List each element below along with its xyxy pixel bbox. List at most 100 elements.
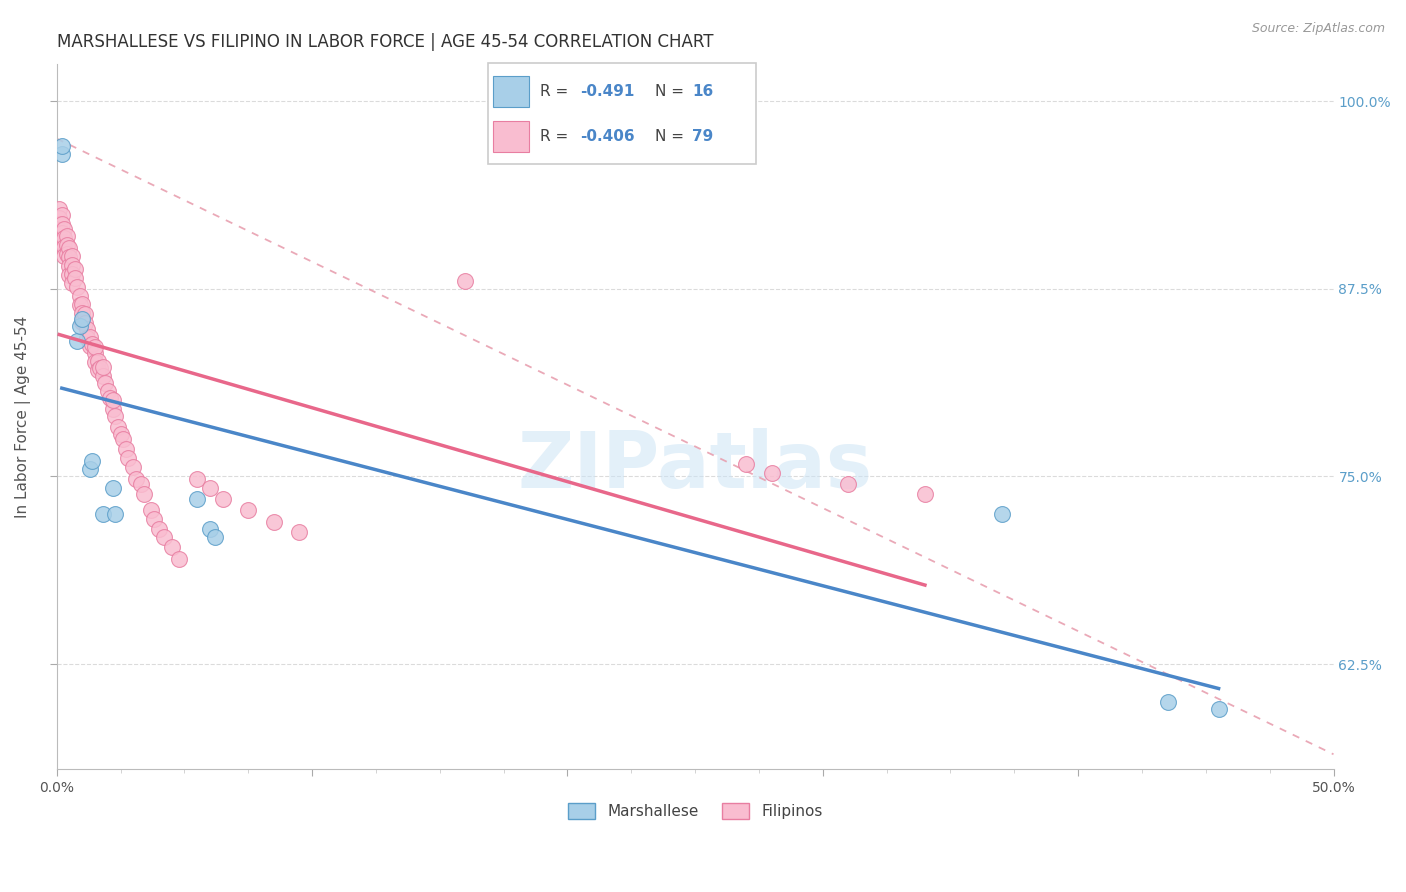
Point (204, 530, 226, 544)
Point (53, 249, 76, 263)
Point (98, 392, 121, 406)
Text: N =: N = (655, 84, 689, 99)
Point (186, 473, 208, 487)
Point (51, 235, 73, 250)
Point (48, 211, 70, 226)
Point (79, 462, 101, 476)
Point (114, 442, 136, 457)
Point (454, 274, 477, 288)
Text: Source: ZipAtlas.com: Source: ZipAtlas.com (1251, 22, 1385, 36)
Point (117, 451, 139, 466)
Point (69, 298, 91, 312)
Bar (494, 76, 529, 106)
Point (104, 409, 127, 424)
Point (1156, 695, 1178, 709)
Point (122, 460, 145, 475)
Bar (494, 121, 529, 152)
Point (1208, 702, 1230, 716)
Point (148, 522, 170, 536)
Point (66, 280, 89, 294)
Point (63, 262, 86, 277)
Point (735, 458, 758, 472)
Point (198, 482, 221, 496)
Point (186, 491, 208, 506)
Point (86, 354, 108, 368)
Point (73, 307, 96, 321)
Text: MARSHALLESE VS FILIPINO IN LABOR FORCE | AGE 45-54 CORRELATION CHART: MARSHALLESE VS FILIPINO IN LABOR FORCE |… (56, 33, 713, 51)
Text: N =: N = (655, 128, 689, 144)
Legend: Marshallese, Filipinos: Marshallese, Filipinos (561, 797, 828, 825)
Point (53, 240, 76, 254)
Point (79, 339, 101, 353)
Point (238, 502, 260, 516)
Point (112, 432, 135, 446)
Text: R =: R = (540, 128, 574, 144)
Point (153, 530, 176, 544)
Point (73, 316, 96, 330)
Point (58, 259, 80, 273)
Point (56, 229, 79, 244)
Text: 16: 16 (692, 84, 713, 99)
Point (48, 235, 70, 250)
Point (58, 250, 80, 264)
Point (94, 376, 117, 391)
Point (51, 226, 73, 240)
Point (63, 271, 86, 285)
Point (914, 487, 936, 501)
Text: -0.406: -0.406 (579, 128, 634, 144)
Point (51, 146, 73, 161)
Point (69, 319, 91, 334)
Point (169, 552, 191, 566)
Point (101, 392, 124, 407)
Point (51, 217, 73, 231)
Point (86, 363, 108, 377)
Point (58, 268, 80, 283)
Point (60, 258, 83, 272)
Point (56, 247, 79, 261)
Point (91, 507, 114, 521)
Point (84, 346, 107, 360)
Point (60, 267, 83, 281)
Point (70, 315, 93, 329)
Point (82, 454, 104, 468)
Point (53, 230, 76, 244)
Point (51, 139, 73, 153)
Point (69, 289, 91, 303)
Point (263, 515, 285, 529)
Point (79, 330, 101, 344)
Point (70, 311, 93, 326)
Text: ZIPatlas: ZIPatlas (517, 428, 873, 504)
Point (53, 221, 76, 235)
Point (104, 507, 127, 521)
Point (70, 306, 93, 320)
Point (89, 361, 111, 376)
Point (48, 217, 70, 231)
Point (60, 276, 83, 290)
Point (97, 384, 120, 398)
Point (107, 420, 129, 434)
Point (76, 322, 98, 336)
Point (76, 331, 98, 345)
Point (761, 467, 783, 481)
Point (66, 334, 89, 349)
Point (91, 359, 114, 374)
Point (51, 208, 73, 222)
Point (84, 355, 107, 369)
Text: -0.491: -0.491 (579, 84, 634, 99)
Point (990, 507, 1012, 521)
Text: 79: 79 (692, 128, 713, 144)
Point (84, 340, 107, 354)
Point (142, 511, 165, 525)
Point (160, 540, 183, 554)
Point (101, 401, 124, 416)
Point (70, 297, 93, 311)
Point (129, 477, 152, 491)
FancyBboxPatch shape (488, 63, 756, 164)
Y-axis label: In Labor Force | Age 45-54: In Labor Force | Age 45-54 (15, 315, 31, 517)
Point (837, 477, 859, 491)
Point (141, 502, 163, 516)
Point (110, 427, 132, 442)
Text: R =: R = (540, 84, 574, 99)
Point (56, 238, 79, 252)
Point (48, 226, 70, 240)
